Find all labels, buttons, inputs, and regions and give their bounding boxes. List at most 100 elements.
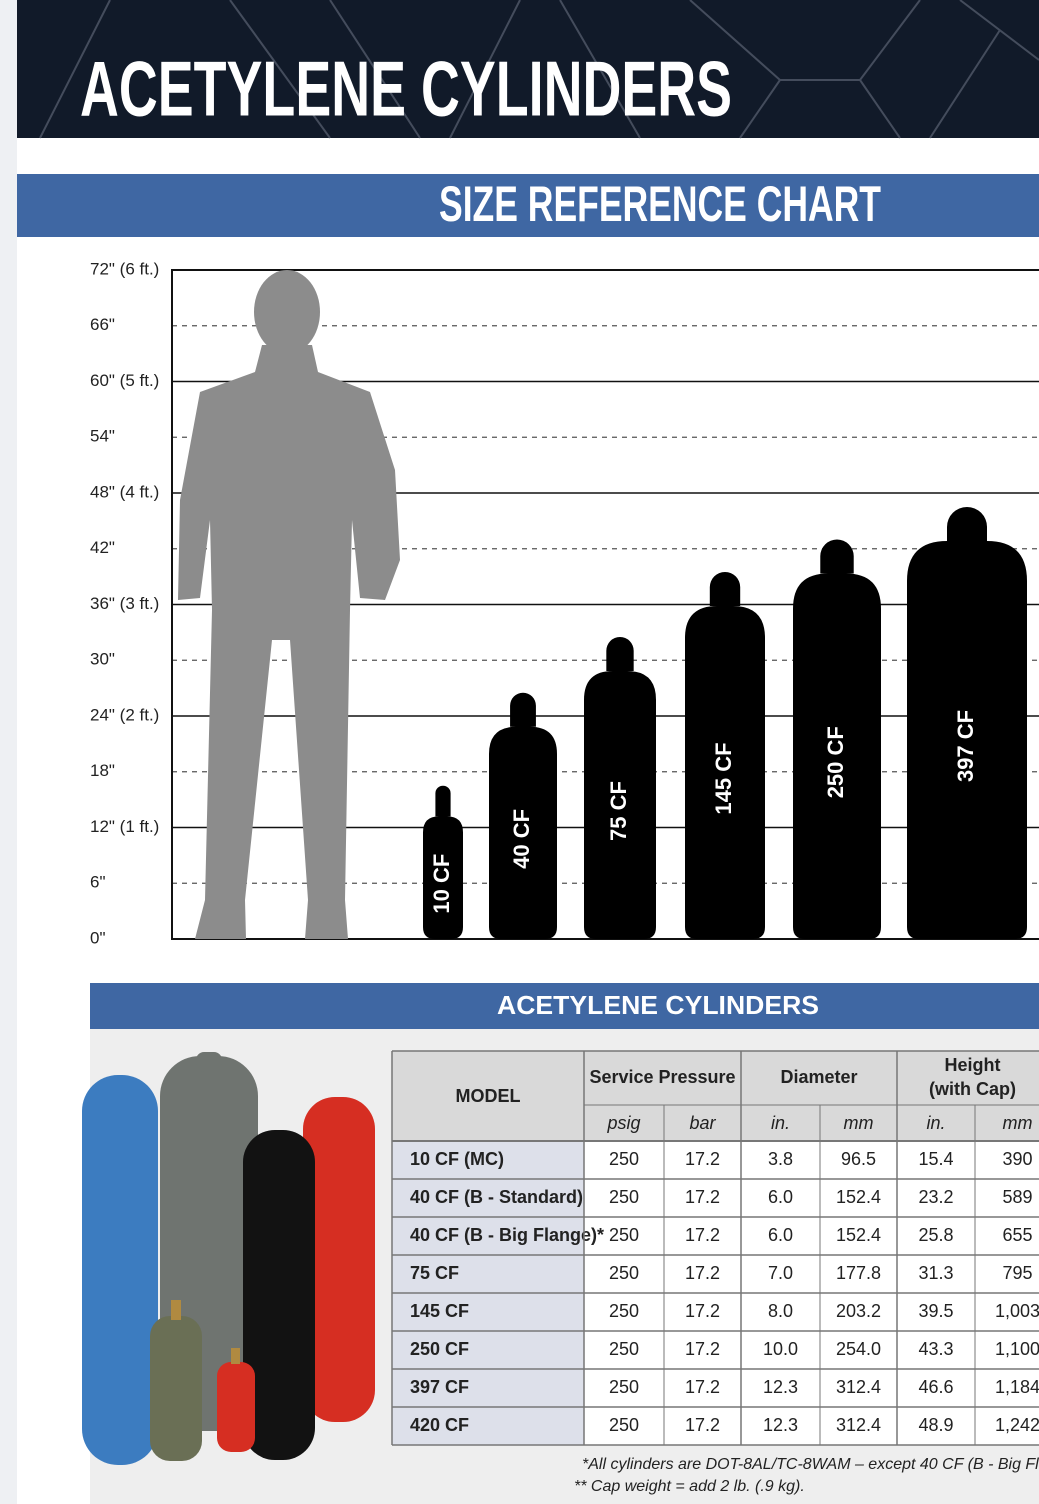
unit-header: in. xyxy=(926,1113,945,1133)
value-cell: 254.0 xyxy=(836,1339,881,1359)
person-silhouette xyxy=(178,270,400,939)
model-cell: 40 CF (B - Standard) xyxy=(410,1187,583,1207)
cylinder-photo xyxy=(82,1052,375,1465)
y-tick-label: 30" xyxy=(90,650,115,669)
value-cell: 25.8 xyxy=(918,1225,953,1245)
value-cell: 152.4 xyxy=(836,1187,881,1207)
value-cell: 17.2 xyxy=(685,1225,720,1245)
cylinder-label: 40 CF xyxy=(509,809,534,869)
y-tick-label: 60" (5 ft.) xyxy=(90,371,159,390)
table-band xyxy=(90,983,1039,1029)
value-cell: 7.0 xyxy=(768,1263,793,1283)
footnote: *All cylinders are DOT-8AL/TC-8WAM – exc… xyxy=(582,1456,1039,1473)
value-cell: 795 xyxy=(1002,1263,1032,1283)
cylinder-label: 75 CF xyxy=(606,781,631,841)
value-cell: 12.3 xyxy=(763,1377,798,1397)
spec-table: MODEL Service Pressure Diameter Height (with… xyxy=(391,1050,1039,1495)
unit-header: psig xyxy=(606,1113,640,1133)
value-cell: 17.2 xyxy=(685,1301,720,1321)
value-cell: 96.5 xyxy=(841,1149,876,1169)
value-cell: 6.0 xyxy=(768,1187,793,1207)
value-cell: 250 xyxy=(609,1187,639,1207)
value-cell: 23.2 xyxy=(918,1187,953,1207)
value-cell: 250 xyxy=(609,1149,639,1169)
value-cell: 17.2 xyxy=(685,1377,720,1397)
value-cell: 17.2 xyxy=(685,1339,720,1359)
y-tick-label: 48" (4 ft.) xyxy=(90,482,159,501)
value-cell: 8.0 xyxy=(768,1301,793,1321)
value-cell: 17.2 xyxy=(685,1187,720,1207)
cylinder xyxy=(793,539,881,939)
model-cell: 75 CF xyxy=(410,1263,459,1283)
model-cell: 10 CF (MC) xyxy=(410,1149,504,1169)
value-cell: 1,184 xyxy=(995,1377,1039,1397)
unit-header: mm xyxy=(844,1113,874,1133)
value-cell: 250 xyxy=(609,1339,639,1359)
hex-pattern xyxy=(39,0,1039,139)
value-cell: 312.4 xyxy=(836,1377,881,1397)
page-title: ACETYLENE CYLINDERS xyxy=(80,45,732,133)
value-cell: 152.4 xyxy=(836,1225,881,1245)
column-header: Service Pressure xyxy=(589,1067,735,1087)
value-cell: 250 xyxy=(609,1225,639,1245)
model-cell: 145 CF xyxy=(410,1301,469,1321)
value-cell: 1,100 xyxy=(995,1339,1039,1359)
y-tick-label: 42" xyxy=(90,538,115,557)
value-cell: 48.9 xyxy=(918,1415,953,1435)
value-cell: 3.8 xyxy=(768,1149,793,1169)
cylinder xyxy=(423,785,463,939)
value-cell: 177.8 xyxy=(836,1263,881,1283)
column-header: Diameter xyxy=(780,1067,857,1087)
value-cell: 12.3 xyxy=(763,1415,798,1435)
y-tick-label: 18" xyxy=(90,761,115,780)
value-cell: 589 xyxy=(1002,1187,1032,1207)
cylinder-label: 145 CF xyxy=(711,742,736,814)
cylinder xyxy=(685,571,765,939)
cylinder-label: 397 CF xyxy=(953,710,978,782)
model-cell: 420 CF xyxy=(410,1415,469,1435)
value-cell: 312.4 xyxy=(836,1415,881,1435)
y-tick-label: 54" xyxy=(90,427,115,446)
column-header: Height xyxy=(945,1055,1001,1075)
cylinder xyxy=(489,692,557,939)
cylinder xyxy=(907,506,1027,939)
value-cell: 390 xyxy=(1002,1149,1032,1169)
cylinder xyxy=(584,637,656,939)
table-header-bg xyxy=(392,1051,1039,1141)
value-cell: 17.2 xyxy=(685,1415,720,1435)
value-cell: 655 xyxy=(1002,1225,1032,1245)
y-tick-label: 0" xyxy=(90,928,106,947)
y-tick-label: 24" (2 ft.) xyxy=(90,705,159,724)
column-header: MODEL xyxy=(456,1086,521,1106)
column-header: (with Cap) xyxy=(929,1079,1016,1099)
value-cell: 10.0 xyxy=(763,1339,798,1359)
y-tick-label: 66" xyxy=(90,315,115,334)
value-cell: 1,242 xyxy=(995,1415,1039,1435)
value-cell: 6.0 xyxy=(768,1225,793,1245)
model-cell: 250 CF xyxy=(410,1339,469,1359)
value-cell: 250 xyxy=(609,1301,639,1321)
y-tick-label: 36" (3 ft.) xyxy=(90,594,159,613)
table-title: ACETYLENE CYLINDERS xyxy=(497,990,819,1020)
value-cell: 250 xyxy=(609,1377,639,1397)
value-cell: 250 xyxy=(609,1415,639,1435)
chart-title: SIZE REFERENCE CHART xyxy=(439,176,881,232)
y-tick-label: 6" xyxy=(90,873,106,892)
y-tick-label: 12" (1 ft.) xyxy=(90,817,159,836)
model-cell: 40 CF (B - Big Flange)* xyxy=(410,1225,604,1245)
subtitle-band xyxy=(17,174,1039,237)
value-cell: 250 xyxy=(609,1263,639,1283)
cylinder-label: 10 CF xyxy=(429,854,454,914)
value-cell: 17.2 xyxy=(685,1149,720,1169)
value-cell: 1,003 xyxy=(995,1301,1039,1321)
model-cell: 397 CF xyxy=(410,1377,469,1397)
unit-header: mm xyxy=(1003,1113,1033,1133)
footnote: ** Cap weight = add 2 lb. (.9 kg). xyxy=(574,1478,805,1495)
value-cell: 203.2 xyxy=(836,1301,881,1321)
left-margin xyxy=(0,0,17,1504)
value-cell: 15.4 xyxy=(918,1149,953,1169)
value-cell: 43.3 xyxy=(918,1339,953,1359)
value-cell: 46.6 xyxy=(918,1377,953,1397)
